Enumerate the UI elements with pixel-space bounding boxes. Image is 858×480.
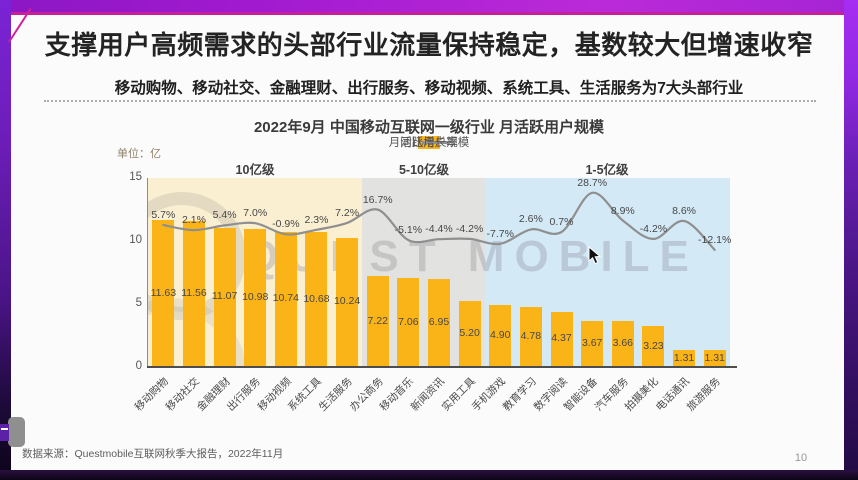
bar	[428, 279, 450, 367]
bar-value-label: 7.22	[367, 314, 388, 327]
x-axis-line	[147, 366, 737, 368]
hamburger-menu-icon[interactable]	[0, 424, 9, 441]
bar	[397, 278, 420, 367]
growth-rate-label: 28.7%	[577, 176, 608, 189]
growth-rate-label: -4.4%	[425, 223, 453, 236]
bar-value-label: 3.67	[581, 336, 603, 349]
chart-unit-label: 单位：亿	[117, 148, 161, 160]
legend-line-swatch	[422, 140, 450, 144]
y-axis-tick-label: 15	[129, 171, 142, 183]
bar-value-label: 10.98	[242, 290, 269, 303]
bar-value-label: 4.37	[551, 332, 572, 345]
bar-value-label: 3.66	[612, 336, 633, 349]
bar-value-label: 11.56	[181, 287, 207, 300]
background-strip-left	[0, 0, 11, 480]
bar	[244, 228, 267, 367]
bar-value-label: 4.90	[490, 329, 511, 342]
bar	[611, 320, 634, 367]
data-source-note: 数据来源：Questmobile互联网秋季大报告，2022年11月	[22, 448, 284, 460]
dotted-divider	[44, 100, 816, 102]
chart-title: 2022年9月 中国移动互联网一级行业 月活跃用户规模	[253, 119, 605, 136]
bar	[213, 227, 236, 367]
growth-rate-label: 8.6%	[672, 204, 697, 217]
growth-rate-label: 2.6%	[518, 213, 543, 226]
bar	[550, 311, 573, 367]
growth-rate-label: 0.7%	[549, 216, 574, 229]
bar	[458, 301, 481, 367]
growth-rate-label: 2.1%	[181, 214, 206, 227]
bar-value-label: 10.24	[333, 295, 361, 308]
zone-label-1-5b: 1-5亿级	[585, 163, 629, 177]
bar	[366, 276, 389, 367]
growth-rate-label: 8.9%	[610, 204, 635, 217]
bar	[642, 326, 665, 367]
y-axis-tick-label: 0	[135, 360, 142, 372]
bar-value-label: 11.63	[150, 286, 177, 299]
bar	[305, 232, 328, 367]
background-strip-bottom	[0, 470, 858, 480]
floating-toolbar-button[interactable]	[8, 417, 25, 447]
growth-rate-label: -5.1%	[394, 224, 423, 237]
bar	[519, 306, 542, 367]
background-strip-right	[844, 0, 858, 480]
bar	[274, 231, 297, 367]
growth-rate-label: -7.7%	[486, 227, 514, 240]
growth-rate-label: 16.7%	[362, 193, 393, 206]
bar-value-label: 10.74	[272, 292, 299, 305]
legend-line-label: 同比增长率	[400, 137, 458, 149]
bar	[673, 350, 696, 367]
bar-value-label: 6.95	[428, 316, 450, 329]
growth-rate-label: -4.2%	[455, 222, 484, 235]
growth-rate-label: -0.9%	[272, 218, 300, 231]
growth-rate-label: 7.0%	[243, 207, 268, 220]
zone-label-5-10b: 5-10亿级	[398, 163, 450, 177]
bar-value-label: 1.31	[704, 351, 725, 364]
bar	[152, 220, 175, 367]
slide-page-number: 10	[794, 452, 808, 464]
bar-value-label: 7.06	[398, 315, 419, 328]
growth-rate-label: -12.1%	[698, 233, 732, 246]
growth-rate-label: 5.7%	[151, 209, 176, 222]
bar-value-label: 5.20	[459, 327, 480, 340]
background-strip-top	[0, 0, 858, 12]
growth-rate-label: 5.4%	[212, 209, 237, 222]
bar-value-label: 4.78	[520, 329, 542, 342]
y-axis-tick-label: 5	[135, 297, 142, 309]
bar-value-label: 1.31	[673, 351, 695, 364]
zone-label-10b: 10亿级	[235, 163, 275, 177]
bar-value-label: 10.68	[303, 292, 330, 305]
bar	[336, 237, 359, 367]
growth-rate-label: -4.2%	[639, 222, 668, 235]
slide-title: 支撑用户高频需求的头部行业流量保持稳定，基数较大但增速收窄	[44, 30, 814, 60]
y-axis-line	[147, 178, 148, 368]
bar	[489, 305, 512, 367]
growth-rate-label: 2.3%	[304, 213, 329, 226]
y-axis-tick-label: 10	[129, 234, 142, 246]
bar-value-label: 11.07	[211, 290, 238, 303]
slide-subtitle: 移动购物、移动社交、金融理财、出行服务、移动视频、系统工具、生活服务为7大头部行…	[114, 80, 744, 97]
bar-value-label: 3.23	[643, 339, 664, 352]
bar	[182, 221, 205, 367]
bar	[581, 320, 604, 367]
growth-rate-label: 7.2%	[335, 206, 360, 219]
bar	[703, 350, 726, 367]
